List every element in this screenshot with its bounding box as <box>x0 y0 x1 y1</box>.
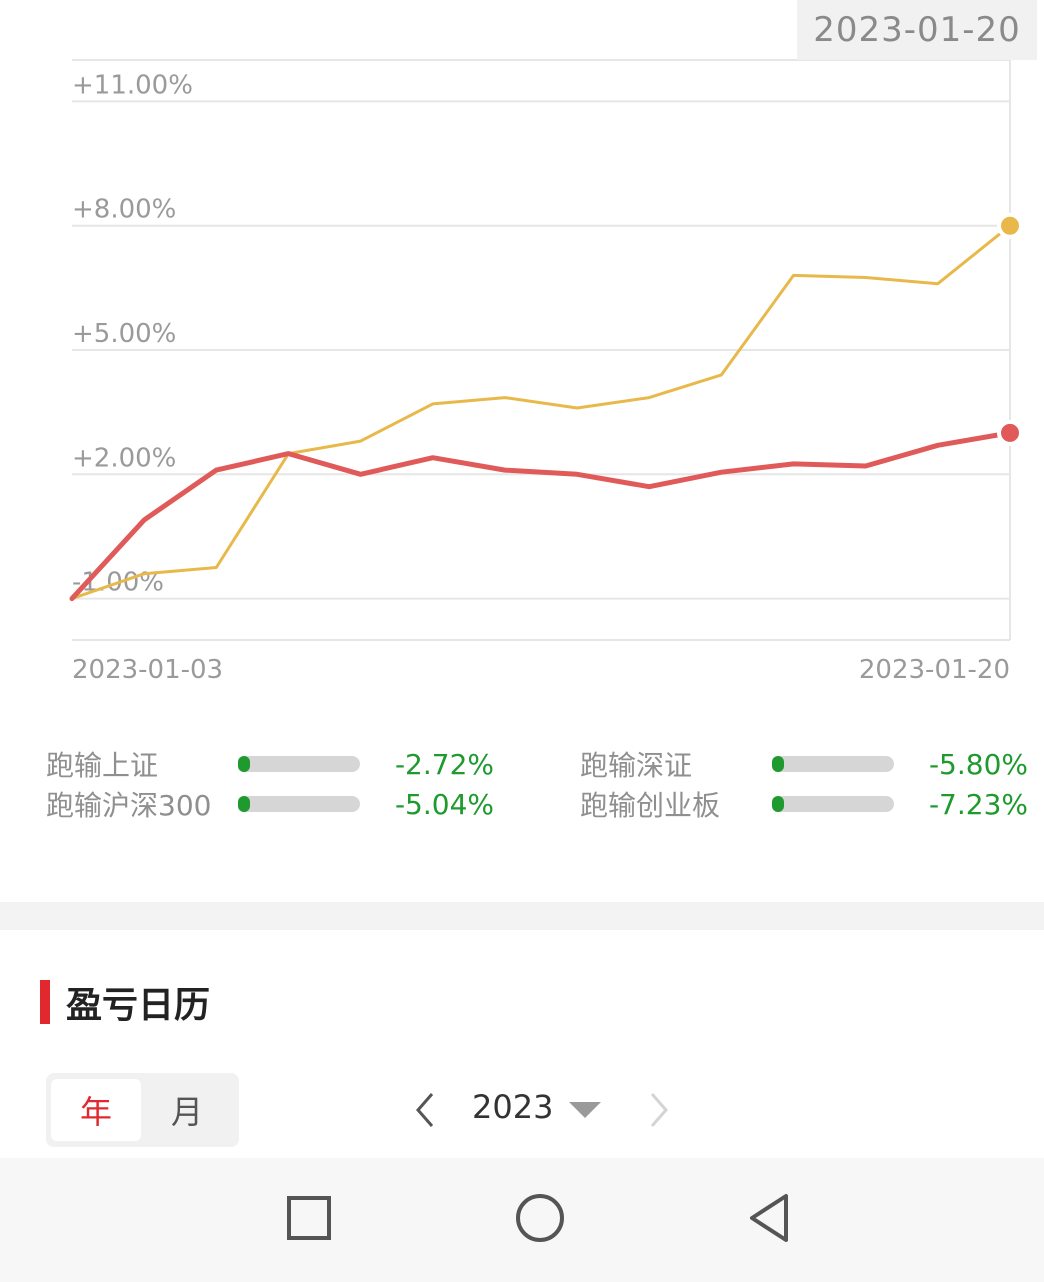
comparison-item: 跑输创业板 -7.23% <box>580 784 1028 824</box>
comparison-bar <box>238 756 360 772</box>
comparison-value: -7.23% <box>928 787 1028 821</box>
section-title: 盈亏日历 <box>66 985 211 1026</box>
x-tick-label: 2023-01-20 <box>859 655 1010 685</box>
series-endpoint-red <box>997 419 1023 446</box>
comparison-item: 跑输沪深300 -5.04% <box>46 784 494 824</box>
selected-date-badge: 2023-01-20 <box>797 0 1037 60</box>
comparison-bar <box>238 796 360 812</box>
period-toggle: 年 月 <box>46 1073 239 1147</box>
x-tick-label: 2023-01-03 <box>72 655 223 685</box>
comparison-label: 跑输沪深300 <box>46 789 212 822</box>
comparison-label: 跑输创业板 <box>580 789 721 822</box>
series-endpoint-gold <box>997 212 1023 239</box>
circle-icon[interactable] <box>512 1190 568 1246</box>
square-icon[interactable] <box>282 1190 338 1246</box>
y-tick-label: +2.00% <box>72 443 176 473</box>
tab-year[interactable]: 年 <box>51 1079 141 1141</box>
comparison-value: -5.04% <box>394 787 494 821</box>
section-accent-bar <box>40 980 50 1024</box>
comparison-bar <box>772 796 894 812</box>
year-navigator: 2023 <box>400 1082 680 1138</box>
comparison-value: -2.72% <box>394 747 494 781</box>
comparison-item: 跑输上证 -2.72% <box>46 744 494 784</box>
return-chart[interactable]: +11.00%+8.00%+5.00%+2.00%-1.00%2023-01-0… <box>0 0 1044 700</box>
section-header: 盈亏日历 <box>40 980 210 1026</box>
series-line-gold <box>70 224 1012 601</box>
triangle-back-icon[interactable] <box>744 1190 800 1246</box>
chevron-left-icon[interactable] <box>410 1090 440 1130</box>
comparison-bar <box>772 756 894 772</box>
year-value[interactable]: 2023 <box>472 1088 554 1126</box>
section-divider <box>0 902 1044 930</box>
series-line-red <box>69 430 1013 602</box>
y-tick-label: +5.00% <box>72 319 176 349</box>
chevron-right-icon[interactable] <box>644 1090 674 1130</box>
comparison-value: -5.80% <box>928 747 1028 781</box>
y-tick-label: +11.00% <box>72 70 193 100</box>
system-nav-bar <box>0 1158 1044 1282</box>
comparison-label: 跑输上证 <box>46 749 159 782</box>
comparison-item: 跑输深证 -5.80% <box>580 744 1028 784</box>
comparison-label: 跑输深证 <box>580 749 693 782</box>
y-tick-label: +8.00% <box>72 195 176 225</box>
tab-month[interactable]: 月 <box>170 1093 203 1131</box>
caret-down-icon[interactable] <box>568 1100 602 1120</box>
